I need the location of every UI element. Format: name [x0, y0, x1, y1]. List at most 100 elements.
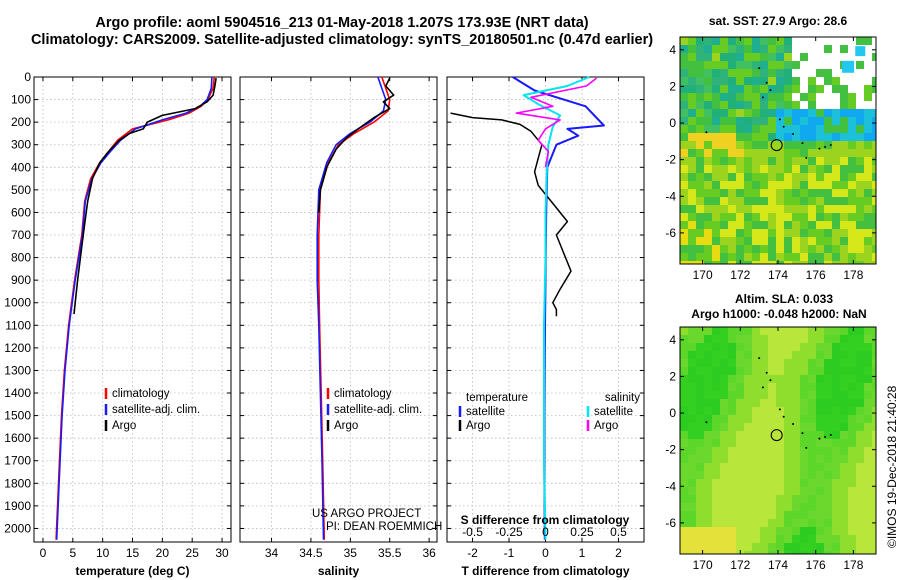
heatmap-cell — [784, 383, 792, 391]
heatmap-cell — [728, 359, 736, 367]
heatmap-cell — [840, 367, 848, 375]
heatmap-cell — [776, 399, 784, 407]
heatmap-cell — [728, 479, 736, 487]
heatmap-cell — [848, 165, 856, 173]
heatmap-cell — [744, 423, 752, 431]
heatmap-cell — [832, 479, 840, 487]
heatmap-cell — [832, 343, 840, 351]
heatmap-cell — [792, 125, 800, 133]
sla-subtitle: Argo h1000: -0.048 h2000: NaN — [691, 307, 866, 321]
legend-label-1: satellite-adj. clim. — [112, 404, 200, 416]
heatmap-cell — [856, 213, 864, 221]
argo-line — [318, 77, 395, 213]
heatmap-cell — [800, 447, 808, 455]
heatmap-cell — [680, 221, 688, 229]
heatmap-cell — [784, 197, 792, 205]
heatmap-cell — [864, 367, 872, 375]
heatmap-cell — [696, 351, 704, 359]
heatmap-cell — [720, 245, 728, 253]
y-tick-label: 0 — [669, 116, 676, 130]
heatmap-cell — [840, 407, 848, 415]
heatmap-cell — [712, 527, 720, 535]
heatmap-cell — [704, 125, 712, 133]
heatmap-cell — [712, 511, 720, 519]
heatmap-cell — [872, 93, 876, 101]
heatmap-cell — [744, 535, 752, 543]
heatmap-cell — [768, 407, 776, 415]
heatmap-cell — [784, 415, 792, 423]
heatmap-cell — [816, 551, 824, 554]
heatmap-cell — [728, 253, 736, 261]
heatmap-cell — [760, 343, 768, 351]
heatmap-cell — [712, 237, 720, 245]
heatmap-cell — [760, 351, 768, 359]
x-tick-label: 174 — [768, 268, 788, 282]
heatmap-cell — [760, 253, 768, 261]
heatmap-cell — [768, 551, 776, 554]
heatmap-cell — [680, 503, 688, 511]
heatmap-cell — [832, 455, 840, 463]
heatmap-cell — [800, 383, 808, 391]
heatmap-cell — [752, 149, 760, 157]
heatmap-cell — [752, 383, 760, 391]
heatmap-cells — [680, 327, 876, 554]
heatmap-cell — [752, 229, 760, 237]
heatmap-cell — [736, 511, 744, 519]
heatmap-cell — [864, 343, 872, 351]
heatmap-cell — [856, 141, 864, 149]
sla-title: Altim. SLA: 0.033 — [735, 292, 833, 306]
heatmap-cell — [864, 455, 872, 463]
heatmap-cell — [848, 551, 856, 554]
heatmap-cell — [768, 149, 776, 157]
heatmap-cell — [704, 61, 712, 69]
heatmap-cell — [856, 157, 864, 165]
heatmap-cell — [760, 157, 768, 165]
heatmap-cell — [856, 535, 864, 543]
heatmap-cell — [696, 197, 704, 205]
island-dot — [782, 125, 785, 128]
heatmap-cell — [856, 479, 864, 487]
heatmap-cell — [800, 141, 808, 149]
heatmap-cell — [848, 495, 856, 503]
legend-label-1: satellite-adj. clim. — [334, 404, 422, 416]
heatmap-cell — [816, 117, 824, 125]
heatmap-cell — [688, 487, 696, 495]
heatmap-cell — [736, 205, 744, 213]
heatmap-cell — [688, 407, 696, 415]
heatmap-cell — [720, 327, 728, 335]
project-annotation: US ARGO PROJECT — [312, 508, 421, 520]
heatmap-cell — [720, 85, 728, 93]
heatmap-cell — [752, 343, 760, 351]
heatmap-cell — [800, 213, 808, 221]
heatmap-cell — [760, 399, 768, 407]
heatmap-cell — [752, 463, 760, 471]
heatmap-cell — [736, 343, 744, 351]
heatmap-cell — [696, 181, 704, 189]
heatmap-cell — [856, 423, 864, 431]
heatmap-cell — [696, 407, 704, 415]
heatmap-cell — [752, 367, 760, 375]
heatmap-cell — [776, 133, 784, 141]
heatmap-cell — [728, 487, 736, 495]
heatmap-cell — [808, 125, 816, 133]
heatmap-cell — [864, 351, 872, 359]
heatmap-cell — [760, 61, 768, 69]
heatmap-cell — [824, 157, 832, 165]
heatmap-cell — [688, 415, 696, 423]
heatmap-cell — [784, 173, 792, 181]
heatmap-cell — [792, 189, 800, 197]
heatmap-cell — [808, 391, 816, 399]
heatmap-cell — [736, 535, 744, 543]
heatmap-cell — [840, 109, 848, 117]
heatmap-cell — [824, 125, 832, 133]
heatmap-cell — [688, 431, 696, 439]
heatmap-cell — [832, 407, 840, 415]
heatmap-cell — [840, 543, 848, 551]
heatmap-cell — [792, 551, 800, 554]
heatmap-cell — [840, 213, 848, 221]
heatmap-cell — [856, 375, 864, 383]
heatmap-cell — [696, 535, 704, 543]
heatmap-cell — [792, 197, 800, 205]
heatmap-cell — [696, 431, 704, 439]
heatmap-cell — [840, 189, 848, 197]
